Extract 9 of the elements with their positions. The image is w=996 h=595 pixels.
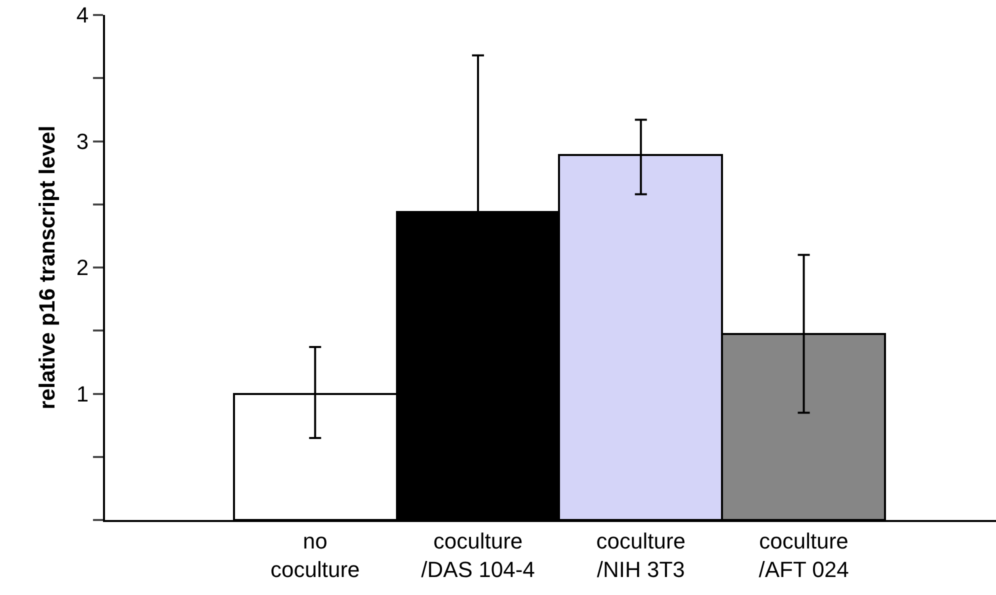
- y-tick-label: 3: [76, 128, 89, 154]
- x-tick-label: coculture /NIH 3T3: [596, 528, 686, 582]
- x-tick-label: coculture /AFT 024: [758, 528, 849, 582]
- x-tick-label: no coculture: [270, 528, 360, 582]
- y-tick-label: 4: [76, 2, 89, 28]
- y-tick-label: 1: [76, 381, 89, 406]
- y-axis-title: relative p16 transcript level: [34, 126, 60, 410]
- x-tick-label: coculture /DAS 104-4: [421, 528, 535, 582]
- y-tick-label: 2: [76, 255, 89, 280]
